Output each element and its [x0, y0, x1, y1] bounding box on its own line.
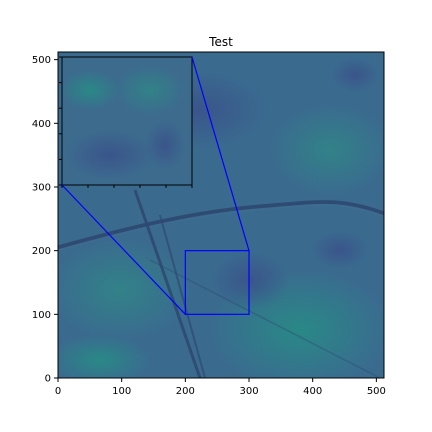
connector-line-lower [61, 184, 186, 315]
x-tick-label: 200 [176, 386, 195, 397]
y-tick-label: 0 [45, 374, 51, 385]
x-tick-label: 500 [367, 386, 386, 397]
inset-texture [115, 65, 185, 115]
y-axis: 0 100 200 300 400 500 [32, 55, 58, 385]
axes-frame [57, 51, 385, 379]
inset-border [61, 56, 193, 186]
y-tick-label: 100 [32, 310, 51, 321]
image-texture [58, 240, 190, 340]
image-road [58, 200, 384, 251]
inset-texture [65, 130, 155, 180]
inset-texture [145, 120, 185, 170]
chart-title: Test [208, 35, 233, 49]
inset-axes [59, 56, 193, 188]
image-texture [270, 105, 384, 195]
image-road [133, 189, 202, 378]
y-tick-label: 300 [32, 182, 51, 193]
inset-ticks [59, 56, 193, 188]
zoom-region-box [184, 250, 250, 315]
x-tick-label: 0 [55, 386, 61, 397]
image-road [58, 203, 384, 251]
x-tick-label: 300 [239, 386, 258, 397]
plot-area [58, 52, 384, 378]
x-tick-label: 100 [112, 386, 131, 397]
x-tick-label: 400 [303, 386, 322, 397]
image-road [149, 259, 381, 378]
connector-line-upper [191, 56, 250, 251]
image-texture [310, 230, 370, 270]
y-tick-label: 400 [32, 119, 51, 130]
x-axis: 0 100 200 300 400 500 [55, 378, 386, 397]
image-road [159, 214, 206, 378]
image-texture [330, 57, 380, 93]
y-tick-label: 500 [32, 55, 51, 66]
inset-texture [62, 70, 120, 110]
image-texture [58, 335, 150, 378]
y-tick-label: 200 [32, 246, 51, 257]
image-texture [210, 250, 290, 310]
